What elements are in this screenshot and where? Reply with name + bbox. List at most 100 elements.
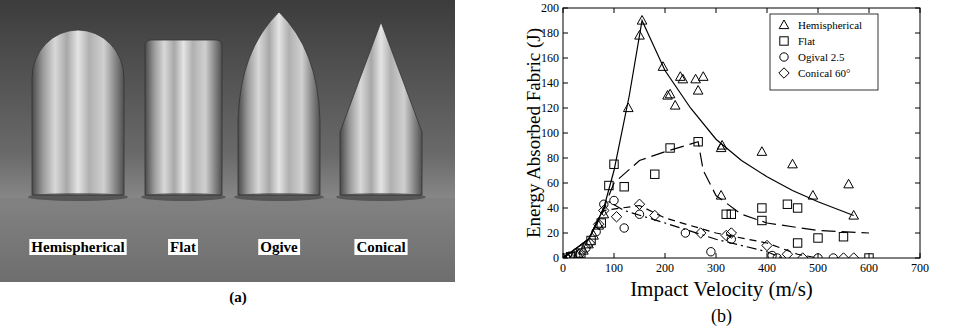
x-tick-top bbox=[665, 8, 666, 13]
x-tick-label: 700 bbox=[911, 261, 929, 275]
projectile-conical bbox=[340, 22, 422, 195]
data-point bbox=[623, 103, 633, 112]
data-point bbox=[666, 144, 674, 152]
data-point bbox=[670, 101, 680, 110]
y-tick-right bbox=[915, 158, 920, 159]
data-point bbox=[783, 200, 791, 208]
x-tick bbox=[767, 253, 768, 258]
data-point bbox=[849, 253, 859, 258]
photo-label: Flat bbox=[170, 239, 196, 255]
photo-label-box bbox=[29, 239, 126, 255]
y-tick-right bbox=[915, 233, 920, 234]
legend-label: Flat bbox=[798, 35, 815, 47]
y-tick bbox=[563, 133, 568, 134]
legend-label: Conical 60° bbox=[798, 67, 850, 79]
data-point bbox=[727, 210, 735, 218]
data-point bbox=[611, 212, 621, 222]
y-tick-label: 60 bbox=[547, 176, 559, 190]
data-point bbox=[707, 248, 715, 256]
legend-label: Ogival 2.5 bbox=[798, 51, 845, 63]
table-surface bbox=[0, 198, 455, 282]
data-point bbox=[798, 253, 808, 258]
y-tick-label: 200 bbox=[541, 1, 559, 15]
x-axis-label: Impact Velocity (m/s) bbox=[630, 277, 813, 301]
y-tick bbox=[563, 158, 568, 159]
data-point bbox=[620, 183, 628, 191]
legend-marker bbox=[779, 20, 789, 29]
data-point bbox=[716, 191, 726, 200]
data-point bbox=[698, 72, 708, 81]
panel-caption: (a) bbox=[229, 289, 247, 306]
data-point bbox=[665, 89, 675, 98]
y-tick bbox=[563, 233, 568, 234]
data-point bbox=[722, 210, 730, 218]
data-point bbox=[681, 229, 689, 237]
data-point bbox=[793, 239, 801, 247]
x-tick-label: 500 bbox=[809, 261, 827, 275]
panel-caption: (b) bbox=[711, 306, 732, 327]
x-tick-label: 0 bbox=[560, 261, 566, 275]
projectile-flat bbox=[145, 40, 222, 195]
x-tick-top bbox=[818, 8, 819, 13]
projectile-hemispherical bbox=[32, 30, 124, 195]
shadow bbox=[336, 193, 426, 201]
x-tick-label: 200 bbox=[656, 261, 674, 275]
x-tick-top bbox=[614, 8, 615, 13]
plot-frame bbox=[563, 8, 920, 258]
data-point bbox=[838, 253, 848, 258]
figure: HemisphericalFlatOgiveConical(a)01002003… bbox=[0, 0, 960, 331]
photo-label-box bbox=[258, 239, 300, 255]
x-tick bbox=[614, 253, 615, 258]
legend-marker bbox=[779, 68, 789, 78]
shadow bbox=[141, 193, 226, 201]
x-tick bbox=[665, 253, 666, 258]
data-point bbox=[814, 234, 822, 242]
data-point bbox=[678, 74, 688, 83]
legend-marker bbox=[780, 53, 788, 61]
data-point bbox=[634, 199, 644, 209]
x-tick bbox=[716, 253, 717, 258]
data-point bbox=[865, 254, 873, 258]
data-point bbox=[757, 147, 767, 156]
y-tick bbox=[563, 108, 568, 109]
photo-background bbox=[0, 0, 455, 282]
x-tick-top bbox=[869, 8, 870, 13]
x-tick-label: 600 bbox=[860, 261, 878, 275]
data-point bbox=[814, 254, 822, 258]
photo-label-box bbox=[168, 239, 198, 255]
fit-line bbox=[563, 142, 869, 258]
data-point bbox=[793, 204, 801, 212]
y-tick-label: 40 bbox=[547, 201, 559, 215]
fit-line bbox=[563, 21, 854, 259]
x-tick-top bbox=[767, 8, 768, 13]
data-point bbox=[726, 228, 736, 238]
y-axis-label: Energy Absorbed Fabric (J) bbox=[523, 28, 545, 238]
data-layer bbox=[563, 16, 873, 259]
y-tick-right bbox=[915, 33, 920, 34]
y-tick bbox=[563, 208, 568, 209]
chart: 0100200300400500600700020406080100120140… bbox=[523, 1, 929, 327]
y-tick-label: 80 bbox=[547, 151, 559, 165]
y-tick bbox=[563, 183, 568, 184]
y-tick bbox=[563, 33, 568, 34]
legend-box bbox=[770, 14, 878, 90]
photo-label-box bbox=[354, 239, 407, 255]
data-point bbox=[610, 160, 618, 168]
y-tick-right bbox=[915, 58, 920, 59]
y-tick-right bbox=[915, 83, 920, 84]
data-point bbox=[610, 196, 618, 204]
photo-panel bbox=[0, 0, 455, 282]
y-tick bbox=[563, 58, 568, 59]
data-point bbox=[788, 159, 798, 168]
shadow bbox=[28, 193, 128, 201]
data-point bbox=[564, 252, 574, 258]
data-point bbox=[829, 254, 837, 258]
shadow bbox=[234, 193, 324, 201]
data-point bbox=[574, 249, 584, 258]
fit-line bbox=[563, 206, 818, 259]
legend-marker bbox=[780, 37, 788, 45]
data-point bbox=[839, 233, 847, 241]
fit-line bbox=[563, 202, 782, 258]
data-point bbox=[651, 170, 659, 178]
photo-label: Hemispherical bbox=[31, 239, 124, 255]
